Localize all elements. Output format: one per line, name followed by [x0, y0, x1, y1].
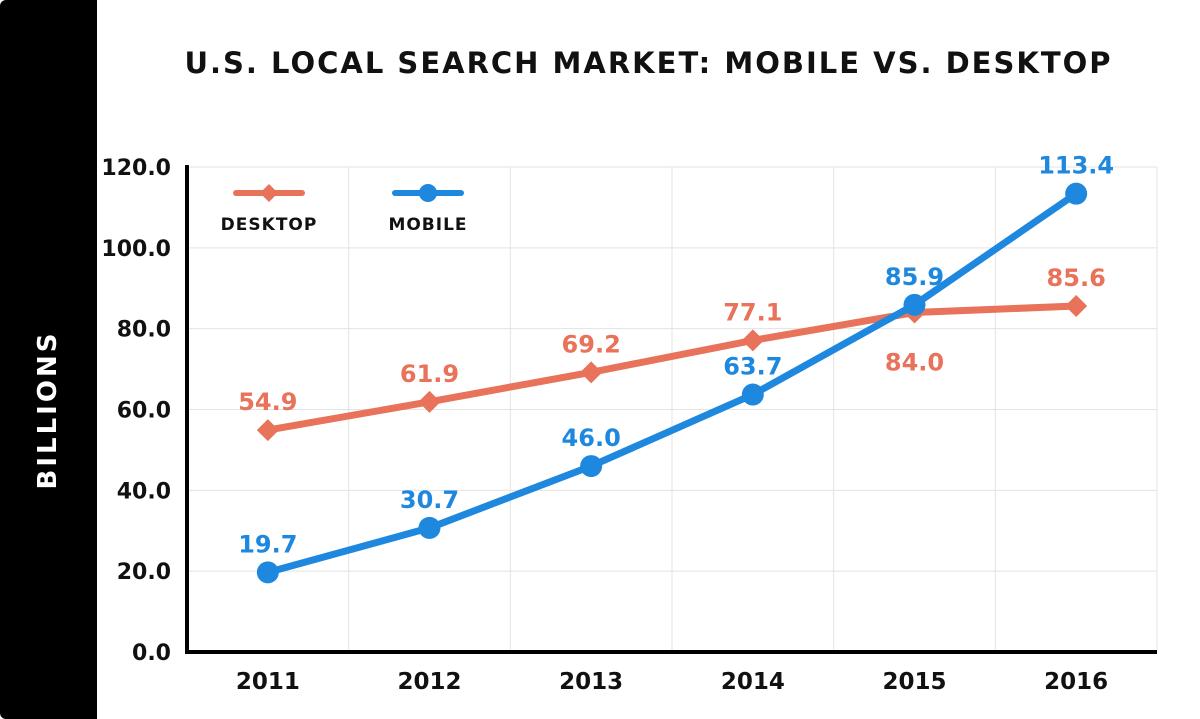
- data-point-mobile: [741, 383, 764, 406]
- legend: DESKTOP MOBILE: [221, 184, 467, 235]
- data-label-mobile: 63.7: [723, 353, 782, 381]
- y-tick-label: 100.0: [101, 237, 171, 262]
- series-line-desktop: [264, 302, 1080, 434]
- x-tick-label: 2013: [559, 669, 623, 695]
- legend-item-mobile: MOBILE: [388, 184, 467, 235]
- data-point-desktop: [580, 361, 603, 384]
- y-tick-label: 40.0: [117, 479, 171, 504]
- data-label-desktop: 54.9: [238, 388, 297, 416]
- data-point-desktop: [741, 329, 764, 352]
- y-tick-label: 0.0: [132, 641, 171, 666]
- y-tick-label: 80.0: [117, 318, 171, 343]
- y-tick-label: 120.0: [101, 156, 171, 181]
- data-point-mobile: [418, 516, 441, 539]
- data-label-desktop: 61.9: [400, 360, 459, 388]
- data-label-desktop: 85.6: [1047, 264, 1106, 292]
- data-point-mobile: [580, 455, 603, 478]
- legend-marker: [419, 184, 437, 202]
- legend-marker: [260, 184, 278, 202]
- data-label-mobile: 113.4: [1038, 152, 1114, 180]
- legend-label: DESKTOP: [221, 215, 318, 235]
- data-label-mobile: 19.7: [238, 530, 297, 558]
- data-point-mobile: [1065, 182, 1088, 205]
- x-tick-label: 2015: [882, 669, 946, 695]
- series-mobile: [256, 182, 1088, 584]
- data-point-mobile: [903, 293, 926, 316]
- data-point-desktop: [418, 390, 441, 413]
- data-point-desktop: [256, 419, 279, 442]
- legend-label: MOBILE: [388, 215, 467, 235]
- chart-title: U.S. LOCAL SEARCH MARKET: MOBILE VS. DES…: [184, 46, 1113, 80]
- x-tick-label: 2016: [1044, 669, 1108, 695]
- data-label-mobile: 85.9: [885, 263, 944, 291]
- series-line-mobile: [264, 190, 1080, 576]
- data-label-mobile: 46.0: [562, 424, 621, 452]
- y-tick-label: 20.0: [117, 560, 171, 585]
- x-tick-label: 2011: [236, 669, 300, 695]
- data-label-desktop: 69.2: [562, 330, 621, 358]
- data-label-desktop: 77.1: [723, 298, 782, 326]
- y-tick-label: 60.0: [117, 399, 171, 424]
- y-axis-banner: BILLIONS: [0, 0, 97, 719]
- data-label-mobile: 30.7: [400, 486, 459, 514]
- data-label-desktop: 84.0: [885, 349, 944, 377]
- data-point-mobile: [256, 561, 279, 584]
- legend-item-desktop: DESKTOP: [221, 184, 318, 235]
- x-tick-label: 2014: [721, 669, 785, 695]
- x-tick-label: 2012: [397, 669, 461, 695]
- data-point-desktop: [1065, 295, 1088, 318]
